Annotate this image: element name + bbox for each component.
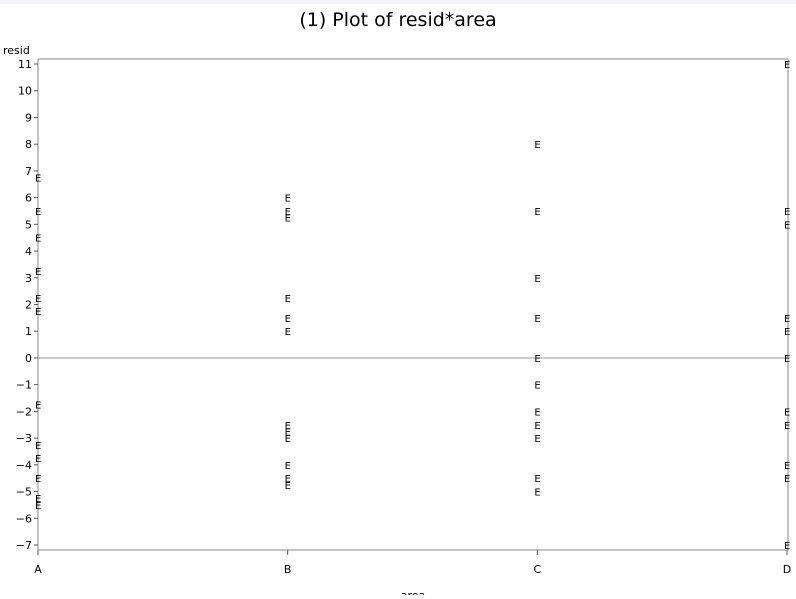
data-point: E xyxy=(35,401,41,412)
data-point: E xyxy=(534,434,540,445)
data-point: E xyxy=(285,481,291,492)
data-point: E xyxy=(784,541,790,552)
y-tick-label: 6 xyxy=(25,192,32,205)
data-point: E xyxy=(285,421,291,432)
data-point: E xyxy=(35,494,41,505)
data-point: E xyxy=(35,267,41,278)
data-point: E xyxy=(784,354,790,365)
x-tick-label: D xyxy=(783,563,791,576)
data-point: E xyxy=(784,314,790,325)
y-tick-label: −4 xyxy=(16,459,32,472)
y-tick-label: 1 xyxy=(25,325,32,338)
data-point: E xyxy=(784,327,790,338)
y-tick-label: −6 xyxy=(16,512,32,525)
x-tick-label: C xyxy=(533,563,541,576)
y-tick-label: −2 xyxy=(16,405,32,418)
data-point: E xyxy=(285,461,291,472)
data-points: EEEEEEEEEEEEEEEEEEEEEEEEEEEEEEEEEEEEEEEE… xyxy=(35,60,790,552)
data-point: E xyxy=(534,381,540,392)
x-tick-label: B xyxy=(284,563,292,576)
y-tick-label: 2 xyxy=(25,299,32,312)
data-point: E xyxy=(285,434,291,445)
data-point: E xyxy=(35,294,41,305)
data-point: E xyxy=(35,501,41,512)
data-point: E xyxy=(285,474,291,485)
y-tick-label: 4 xyxy=(25,245,32,258)
y-axis-label: resid xyxy=(3,44,30,57)
data-point: E xyxy=(35,441,41,452)
data-point: E xyxy=(285,314,291,325)
data-point: E xyxy=(784,60,790,71)
data-point: E xyxy=(784,421,790,432)
y-tick-label: 5 xyxy=(25,218,32,231)
data-point: E xyxy=(534,421,540,432)
data-point: E xyxy=(534,274,540,285)
data-point: E xyxy=(285,207,291,218)
data-point: E xyxy=(784,474,790,485)
data-point: E xyxy=(784,220,790,231)
plot-frame xyxy=(37,58,789,551)
y-tick-label: 8 xyxy=(25,138,32,151)
data-point: E xyxy=(784,407,790,418)
x-axis-label: area xyxy=(401,589,426,595)
data-point: E xyxy=(285,194,291,205)
data-point: E xyxy=(784,461,790,472)
y-tick-label: −5 xyxy=(16,486,32,499)
y-tick-label: 7 xyxy=(25,165,32,178)
y-tick-label: −3 xyxy=(16,432,32,445)
y-tick-label: 0 xyxy=(25,352,32,365)
data-point: E xyxy=(35,174,41,185)
data-point: E xyxy=(784,207,790,218)
data-point: E xyxy=(534,407,540,418)
y-tick-label: 11 xyxy=(18,58,32,71)
chart-title: (1) Plot of resid*area xyxy=(299,9,496,31)
y-axis: −7 −6 −5 −4 −3 −2 −1 0 1 2 3 4 5 6 7 8 9 10 11 xyxy=(16,58,38,552)
data-point: E xyxy=(285,294,291,305)
data-point: E xyxy=(534,207,540,218)
data-point: E xyxy=(534,354,540,365)
y-tick-label: 9 xyxy=(25,111,32,124)
data-point: E xyxy=(534,314,540,325)
y-tick-label: 3 xyxy=(25,272,32,285)
data-point: E xyxy=(35,207,41,218)
y-tick-label: −7 xyxy=(16,539,32,552)
y-tick-label: −1 xyxy=(16,379,32,392)
data-point: E xyxy=(35,474,41,485)
data-point: E xyxy=(285,427,291,438)
data-point: E xyxy=(35,454,41,465)
data-point: E xyxy=(285,327,291,338)
x-tick-label: A xyxy=(34,563,42,576)
data-point: E xyxy=(534,488,540,499)
data-point: E xyxy=(534,474,540,485)
data-point: E xyxy=(285,214,291,225)
y-tick-label: 10 xyxy=(18,85,32,98)
data-point: E xyxy=(35,307,41,318)
data-point: E xyxy=(35,234,41,245)
x-axis: A B C D xyxy=(34,550,791,576)
top-band xyxy=(0,0,796,4)
data-point: E xyxy=(534,140,540,151)
